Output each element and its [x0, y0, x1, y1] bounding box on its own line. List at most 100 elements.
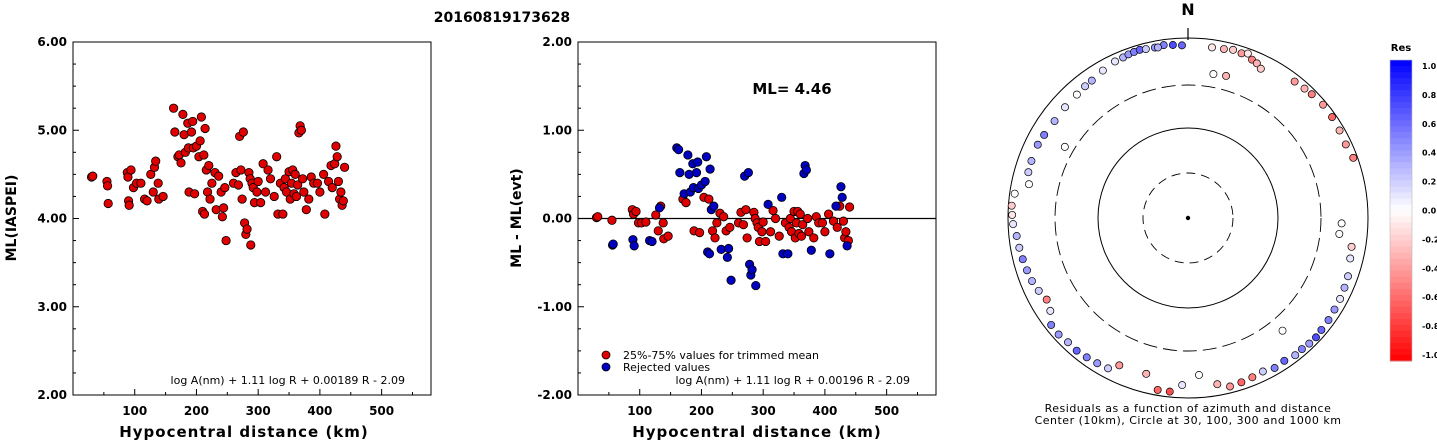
data-point	[186, 127, 197, 137]
station-marker	[1317, 325, 1326, 334]
colorbar-segment	[1390, 78, 1412, 85]
colorbar-segment	[1390, 156, 1412, 163]
data-point	[820, 227, 830, 237]
colorbar-segment	[1390, 222, 1412, 230]
data-point	[242, 224, 252, 234]
data-point	[674, 145, 684, 155]
data-point	[205, 194, 215, 204]
station-marker	[1219, 45, 1228, 53]
y-tick-label: 2.00	[37, 388, 67, 402]
data-point	[124, 200, 134, 210]
data-point	[823, 209, 834, 219]
colorbar-segment	[1390, 276, 1412, 284]
data-point	[785, 213, 795, 224]
data-point	[153, 178, 163, 188]
colorbar-segment	[1390, 336, 1412, 344]
data-point	[237, 194, 247, 204]
station-marker	[1165, 387, 1174, 396]
colorbar-segment	[1390, 126, 1412, 133]
data-point	[146, 169, 156, 179]
station-marker	[1256, 64, 1265, 73]
colorbar-segment	[1390, 210, 1412, 218]
x-tick-label: 300	[751, 404, 776, 418]
ring-30km	[1142, 172, 1234, 264]
data-point	[694, 228, 705, 238]
data-point	[176, 158, 186, 168]
data-point	[724, 243, 734, 254]
data-point	[631, 206, 641, 217]
station-marker	[1341, 140, 1350, 149]
data-point	[704, 249, 715, 259]
colorbar-segment	[1390, 90, 1412, 97]
station-marker	[1093, 359, 1102, 368]
colorbar-segment	[1390, 240, 1412, 248]
epicenter-marker	[1185, 215, 1191, 221]
station-marker	[1243, 49, 1252, 58]
station-marker	[1195, 371, 1203, 379]
data-point	[256, 198, 266, 208]
data-point	[142, 196, 152, 206]
data-point	[701, 152, 711, 162]
colorbar-segment	[1390, 216, 1412, 224]
data-point	[663, 231, 673, 241]
colorbar-tick-label: 0.0	[1422, 207, 1437, 216]
y-tick-label: 5.00	[37, 123, 67, 137]
data-point	[809, 233, 819, 243]
station-marker	[1336, 294, 1345, 303]
y-tick-label: 6.00	[37, 35, 67, 49]
station-marker	[1028, 277, 1036, 285]
data-point	[170, 127, 180, 137]
data-point	[178, 109, 188, 119]
colorbar-segment	[1390, 342, 1412, 350]
data-point	[743, 168, 753, 178]
colorbar-segment	[1390, 252, 1412, 260]
colorbar-title: Res	[1391, 43, 1411, 54]
data-point	[88, 171, 98, 181]
data-point	[304, 194, 314, 204]
x-axis-label: Hypocentral distance (km)	[119, 423, 369, 441]
colorbar-segment	[1390, 60, 1412, 67]
y-tick-label: -1.00	[537, 300, 572, 314]
azimuth-residual-plot: N Residuals as a function of azimuth and…	[1007, 0, 1437, 427]
data-point	[658, 218, 668, 228]
colorbar-segment	[1390, 96, 1412, 103]
colorbar-tick-label: 0.6	[1422, 120, 1437, 129]
station-marker	[1142, 369, 1151, 378]
colorbar-segment	[1390, 270, 1412, 278]
data-point	[804, 227, 814, 237]
colorbar-segment	[1390, 258, 1412, 266]
data-point	[219, 203, 229, 213]
data-point	[801, 165, 811, 175]
data-point	[318, 169, 329, 179]
data-point	[151, 156, 161, 166]
x-tick-label: 500	[369, 404, 394, 418]
station-marker	[1252, 59, 1261, 68]
station-marker	[1025, 180, 1033, 189]
data-point	[608, 239, 618, 249]
data-point	[765, 227, 776, 237]
data-point	[220, 183, 230, 193]
station-marker	[1034, 286, 1043, 295]
y-axis-label: ML(IASPEI)	[4, 175, 20, 262]
colorbar-segment	[1390, 114, 1412, 121]
station-marker	[1047, 320, 1056, 329]
station-marker	[1009, 220, 1018, 229]
data-point	[758, 217, 768, 227]
data-point	[837, 192, 847, 202]
station-marker	[1033, 140, 1042, 149]
data-point	[199, 209, 210, 219]
station-marker	[1050, 117, 1059, 125]
colorbar-tick-label: -0.4	[1422, 264, 1437, 273]
data-point	[332, 152, 342, 162]
data-point	[169, 103, 179, 113]
colorbar-segment	[1390, 186, 1412, 193]
colorbar-segment	[1390, 66, 1412, 73]
station-marker	[1213, 380, 1222, 389]
data-point	[293, 180, 303, 190]
data-point	[741, 205, 751, 215]
north-label: N	[1181, 0, 1194, 19]
colorbar-segment	[1390, 348, 1412, 356]
data-point	[675, 168, 685, 178]
data-point	[751, 280, 761, 291]
